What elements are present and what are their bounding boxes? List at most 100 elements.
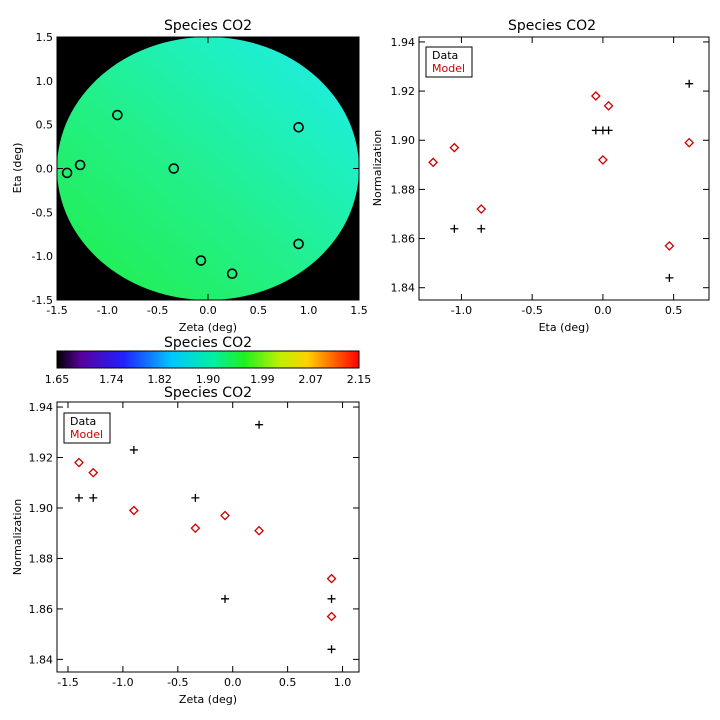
zeta-legend-box (63, 412, 111, 444)
zeta-title: Species CO2 (164, 385, 252, 401)
zeta-x-tick-label: -1.0 (112, 676, 133, 689)
zeta-model-point (326, 573, 337, 584)
eta-model-point (428, 157, 439, 168)
map-x-tick-label: 0.0 (199, 304, 217, 317)
zeta-data-point (74, 493, 83, 502)
eta-title: Species CO2 (508, 18, 596, 34)
zeta-x-tick-label: 1.0 (334, 676, 352, 689)
eta-y-tick-label: 1.84 (391, 282, 416, 295)
eta-data-point (450, 224, 459, 233)
zeta-data-point (221, 594, 230, 603)
eta-model-point (664, 241, 675, 251)
eta-y-tick-label: 1.94 (391, 36, 416, 49)
station-marker (293, 121, 304, 133)
map-y-tick-label: 1.0 (36, 75, 54, 88)
map-disk (57, 37, 359, 300)
eta-x-tick-label: -0.5 (521, 304, 542, 317)
zeta-legend: Data Model (63, 412, 111, 444)
zeta-x-tick-label: 0.5 (279, 676, 297, 689)
map-x-ticks: -1.5 -1.0 -0.5 0.0 0.5 1.0 1.5 (46, 37, 368, 317)
eta-x-tick-label: -1.0 (451, 304, 472, 317)
station-marker (195, 255, 207, 266)
colorbar-tick-label: 1.65 (45, 373, 70, 386)
zeta-model-point (254, 525, 264, 536)
zeta-legend-data: Data (70, 415, 96, 428)
eta-data-point (604, 126, 613, 135)
zeta-y-tick-label: 1.86 (29, 603, 54, 616)
map-x-tick-label: -1.5 (46, 304, 67, 317)
eta-marks (428, 55, 695, 282)
map-y-tick-label: -1.0 (32, 250, 53, 263)
station-marker (168, 163, 180, 174)
zeta-model-point (326, 611, 337, 622)
map-y-axis-label: Eta (deg) (11, 143, 24, 194)
colorbar-tick-label: 2.15 (347, 373, 372, 386)
station-marker (61, 167, 73, 179)
map-y-tick-label: -1.5 (32, 294, 53, 307)
map-title: Species CO2 (164, 18, 252, 34)
eta-data-point (591, 126, 600, 135)
map-x-tick-label: 1.0 (300, 304, 318, 317)
eta-model-point (476, 204, 487, 214)
map-y-tick-label: 1.5 (36, 31, 54, 44)
zeta-data-point (327, 594, 336, 603)
colorbar-tick-label: 2.07 (298, 373, 323, 386)
zeta-frame (56, 401, 360, 673)
zeta-model-point (220, 510, 230, 521)
zeta-y-axis-label: Normalization (11, 499, 24, 575)
map-y-ticks: -1.5 -1.0 -0.5 0.0 0.5 1.0 1.5 (32, 31, 359, 307)
zeta-data-point (327, 645, 336, 654)
map-x-tick-label: 1.5 (350, 304, 368, 317)
colorbar-tick-label: 1.90 (196, 373, 221, 386)
colorbar-tick-label: 1.99 (250, 373, 275, 386)
eta-y-tick-label: 1.92 (391, 85, 416, 98)
eta-model-point (684, 137, 695, 148)
zeta-y-tick-label: 1.88 (29, 552, 54, 565)
zeta-panel: Species CO2 -1.5 -1.0 -0.5 0.0 0.5 1.0 1.841.… (11, 385, 360, 706)
colorbar-panel: Species CO2 1.65 1.74 1.82 1.90 1.99 2.07 2.15 (45, 335, 372, 386)
map-x-tick-label: -1.0 (97, 304, 118, 317)
eta-legend: Data Model (425, 46, 473, 78)
eta-y-tick-label: 1.90 (391, 134, 416, 147)
colorbar-tick-label: 1.74 (99, 373, 124, 386)
map-y-tick-label: 0.5 (36, 119, 54, 132)
eta-x-axis-label: Eta (deg) (539, 321, 590, 334)
zeta-x-tick-label: -0.5 (167, 676, 188, 689)
station-marker (74, 159, 86, 171)
map-panel: Species CO2 -1.5 -1.0 -0.5 0.0 0.5 1.0 1.5 -1.… (11, 18, 368, 334)
colorbar-tick-label: 1.82 (147, 373, 172, 386)
eta-y-tick-label: 1.86 (391, 233, 416, 246)
zeta-model-point (190, 523, 201, 534)
zeta-model-point (128, 505, 139, 516)
zeta-y-tick-label: 1.90 (29, 502, 54, 515)
zeta-data-point (255, 420, 264, 429)
zeta-data-point (89, 493, 98, 502)
zeta-x-tick-label: -1.5 (57, 676, 78, 689)
eta-panel: Species CO2 -1.0 -0.5 0.0 0.5 1.841.861.881… (371, 18, 710, 334)
eta-data-point (665, 273, 674, 282)
zeta-model-point (74, 457, 84, 468)
eta-model-point (603, 100, 614, 111)
colorbar-title: Species CO2 (164, 335, 252, 351)
eta-model-point (590, 91, 601, 101)
eta-x-tick-label: 0.5 (665, 304, 683, 317)
colorbar-gradient (56, 350, 360, 369)
map-x-tick-label: 0.5 (250, 304, 268, 317)
eta-y-axis-label: Normalization (371, 130, 384, 206)
eta-data-point (685, 79, 694, 88)
eta-y-tick-label: 1.88 (391, 183, 416, 196)
zeta-marks (74, 420, 337, 654)
map-y-tick-label: -0.5 (32, 206, 53, 219)
eta-model-point (449, 142, 460, 153)
eta-y-ticks: 1.84 1.86 1.88 1.90 1.92 1.94 (391, 36, 709, 295)
zeta-y-tick-label: 1.92 (29, 452, 54, 465)
map-y-tick-label: 0.0 (36, 163, 54, 176)
eta-x-ticks: -1.0 -0.5 0.0 0.5 (451, 37, 683, 317)
zeta-data-point (191, 493, 200, 502)
zeta-data-point (129, 445, 138, 454)
eta-model-point (597, 154, 608, 165)
eta-frame (418, 36, 710, 301)
zeta-y-tick-label: 1.94 (29, 401, 54, 414)
zeta-x-axis-label: Zeta (deg) (179, 693, 237, 706)
